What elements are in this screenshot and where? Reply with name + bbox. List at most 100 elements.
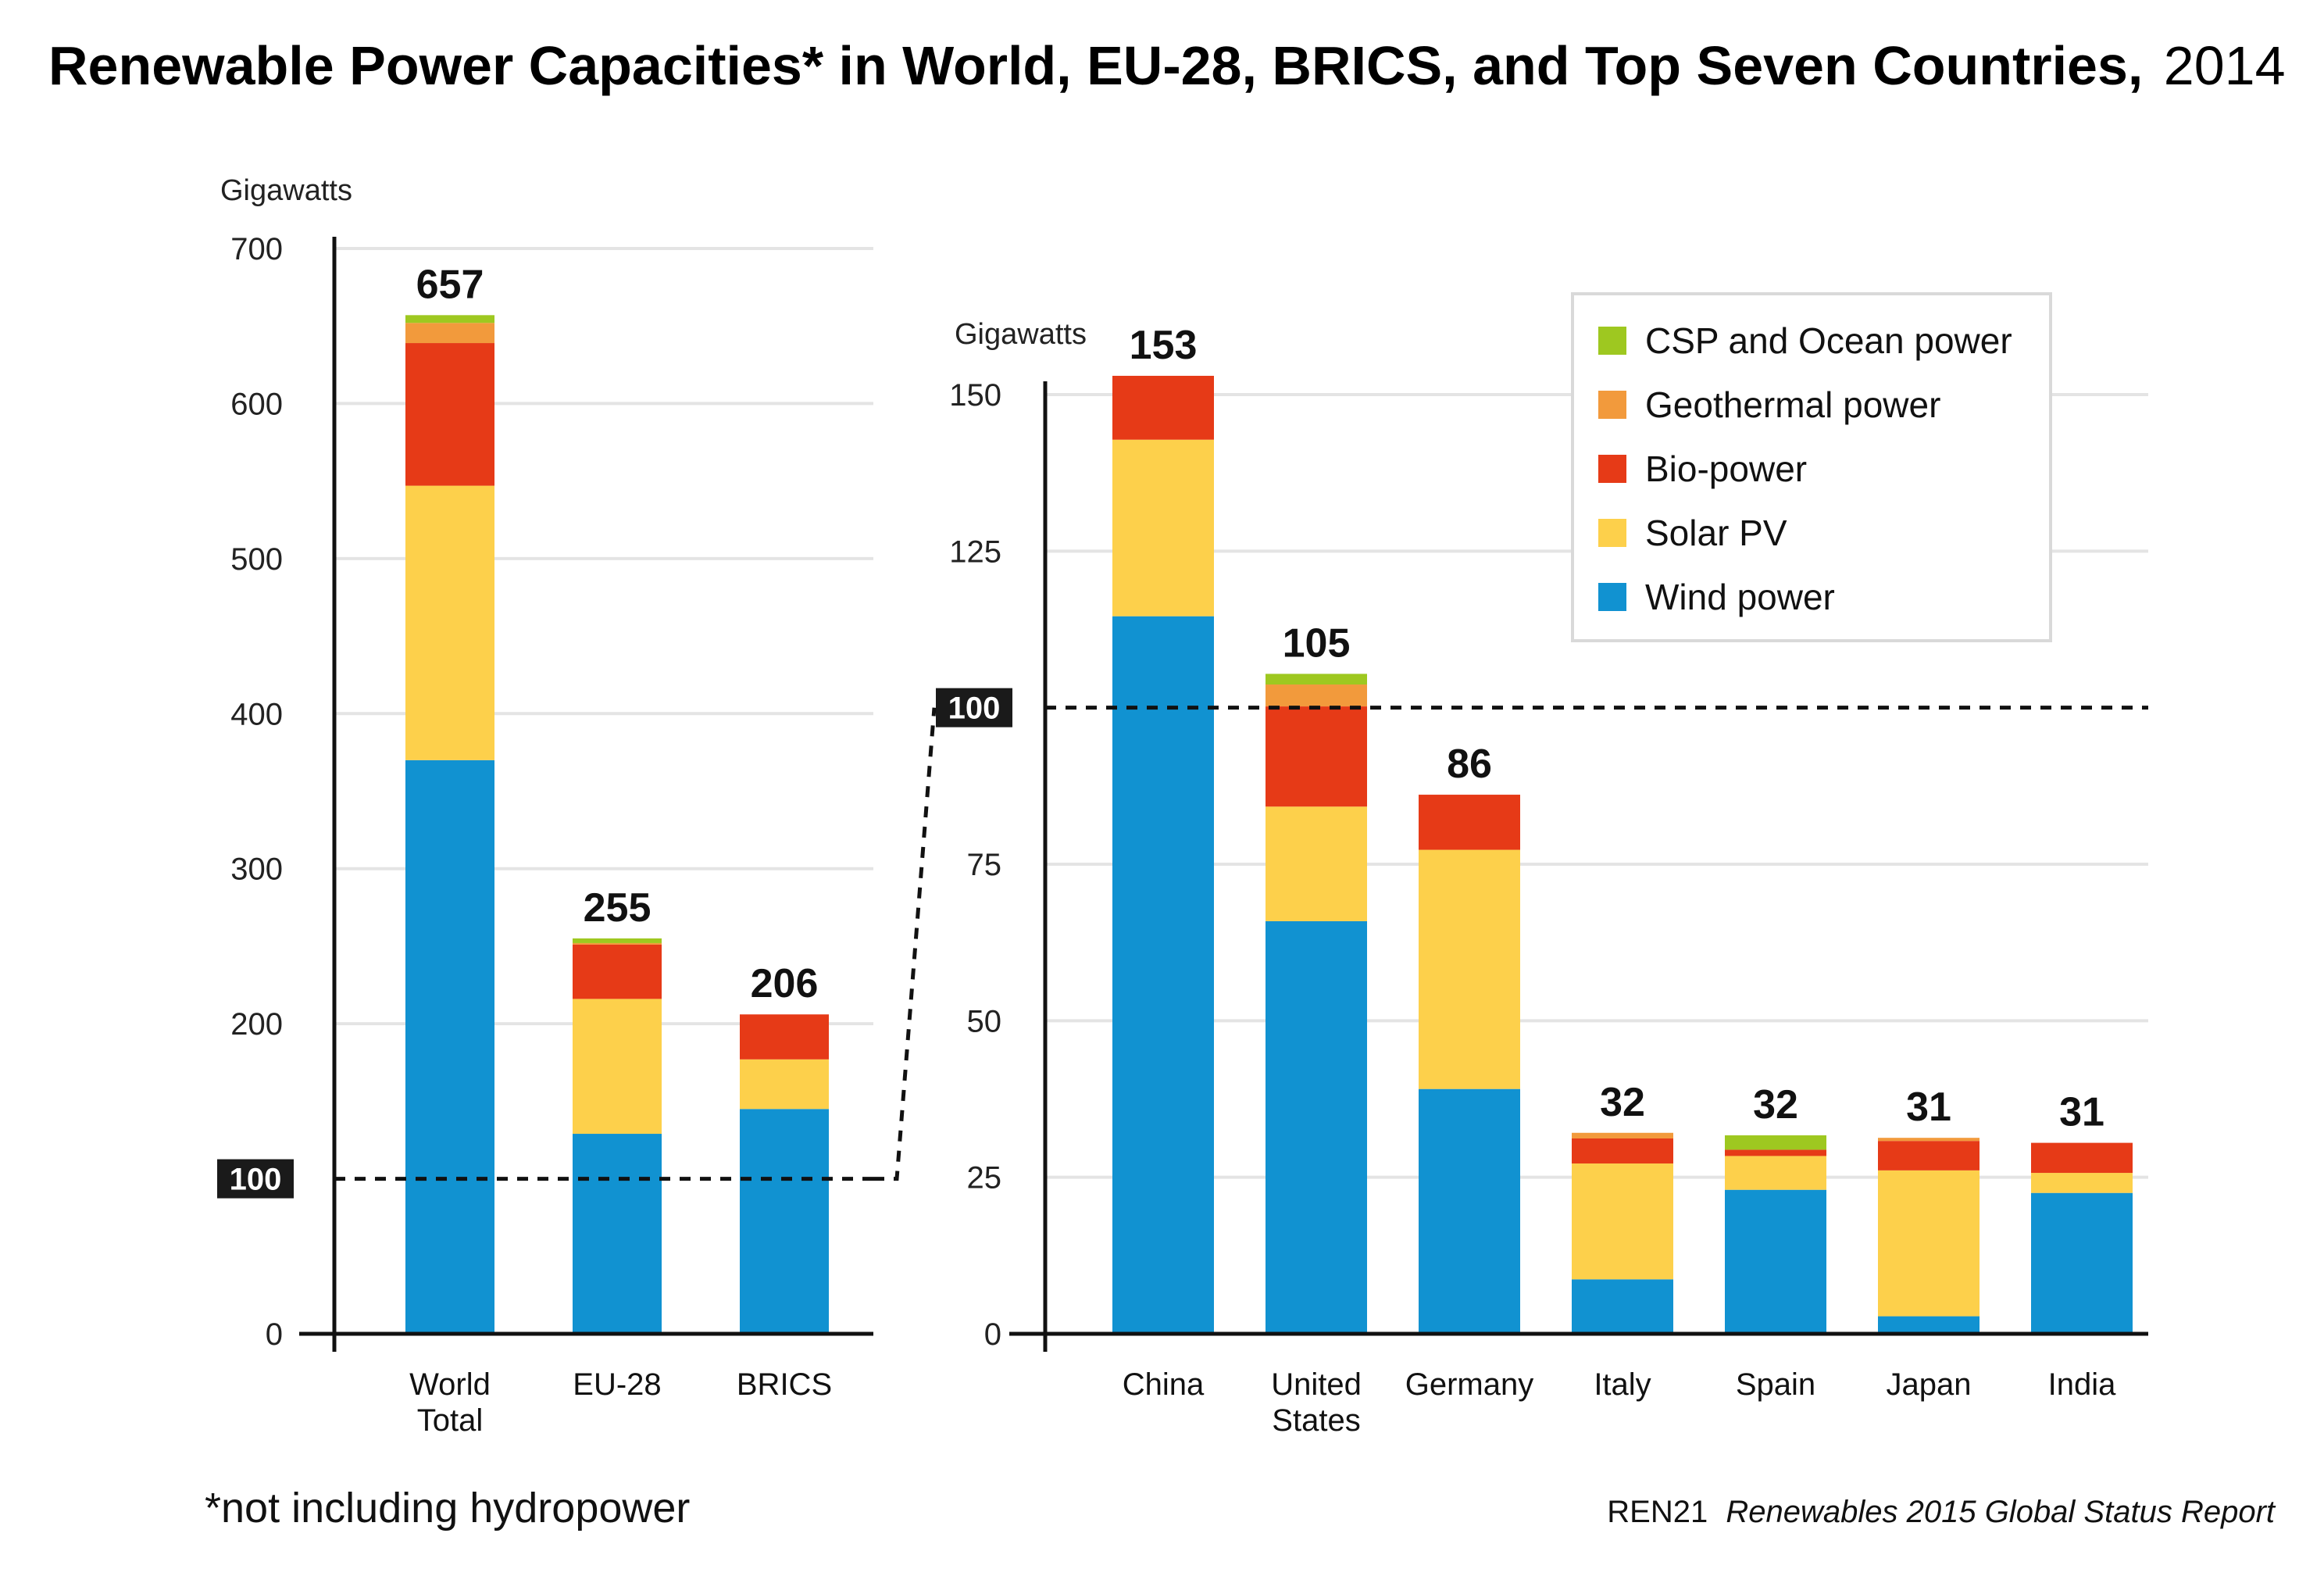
reference-marker	[217, 1159, 294, 1199]
category-label-japan: Japan	[1887, 1367, 1972, 1402]
bar-segment-eu-bio	[573, 944, 662, 999]
y-tick-label: 75	[967, 848, 1002, 882]
legend: CSP and Ocean power Geothermal power Bio-p…	[1571, 292, 2052, 642]
y-tick-label: 150	[949, 378, 1001, 413]
bar-segment-us-geo	[1266, 684, 1367, 707]
y-tick-label: 700	[230, 232, 283, 266]
y-tick-label: 50	[967, 1004, 1002, 1038]
bar-segment-germany-bio	[1419, 795, 1520, 850]
y-tick-label: 400	[230, 697, 283, 731]
bar-segment-brics-solar	[740, 1059, 829, 1110]
bar-segment-world-solar	[405, 485, 494, 760]
y-tick-label: 0	[266, 1317, 283, 1352]
legend-box	[1571, 292, 2052, 642]
bar-segment-germany-solar	[1419, 849, 1520, 1089]
bar-segment-japan-wind	[1878, 1316, 1980, 1334]
bar-segment-eu-wind	[573, 1134, 662, 1334]
y-tick-label: 200	[230, 1007, 283, 1042]
bar-segment-italy-solar	[1572, 1163, 1673, 1280]
total-label-us: 105	[1283, 620, 1351, 666]
left-chart: 0 200 300 400 500 600 700 657 World Total 255 EU-28…	[217, 232, 873, 1438]
bar-segment-japan-solar	[1878, 1170, 1980, 1317]
source-report: Renewables 2015 Global Status Report	[1726, 1495, 2276, 1529]
bar-segment-italy-wind	[1572, 1279, 1673, 1334]
footnote: *not including hydropower	[205, 1485, 690, 1531]
category-label-eu: EU-28	[573, 1367, 661, 1402]
bar-segment-japan-geo	[1878, 1138, 1980, 1142]
category-label-spain: Spain	[1736, 1367, 1815, 1402]
total-label-italy: 32	[1600, 1080, 1645, 1125]
total-label-china: 153	[1130, 323, 1198, 368]
total-label-india: 31	[2059, 1090, 2104, 1135]
bar-segment-italy-geo	[1572, 1132, 1673, 1138]
bar-segment-india-bio	[2031, 1142, 2133, 1174]
category-label-us: United States	[1271, 1367, 1362, 1438]
category-label-brics: BRICS	[737, 1367, 832, 1402]
bar-segment-india-solar	[2031, 1173, 2133, 1193]
bar-segment-italy-bio	[1572, 1138, 1673, 1164]
reference-marker	[936, 688, 1012, 727]
y-tick-label: 0	[984, 1317, 1001, 1352]
bar-segment-india-wind	[2031, 1192, 2133, 1334]
bar-segment-spain-bio	[1725, 1149, 1826, 1156]
bar-segment-china-solar	[1112, 439, 1214, 617]
legend-label-csp: CSP and Ocean power	[1645, 320, 2012, 361]
bar-segment-eu-csp	[573, 938, 662, 943]
bar-segment-china-bio	[1112, 375, 1214, 440]
bar-segment-spain-csp	[1725, 1135, 1826, 1150]
legend-label-geo: Geothermal power	[1645, 384, 1940, 425]
legend-items: CSP and Ocean power Geothermal power Bio-p…	[1598, 320, 2012, 617]
total-label-spain: 32	[1753, 1082, 1798, 1128]
source-credit: REN21 Renewables 2015 Global Status Repo…	[1607, 1495, 2276, 1529]
chart-title-main: Renewable Power Capacities* in World, EU…	[48, 35, 2143, 96]
y-tick-label: 125	[949, 534, 1001, 569]
bar-segment-spain-wind	[1725, 1189, 1826, 1334]
y-tick-label: 300	[230, 852, 283, 887]
bar-segment-us-wind	[1266, 920, 1367, 1334]
y-tick-label: 500	[230, 542, 283, 577]
total-label-germany: 86	[1447, 742, 1492, 787]
legend-label-bio: Bio-power	[1645, 449, 1807, 489]
bar-segment-spain-solar	[1725, 1156, 1826, 1190]
reference-marker-label: 100	[230, 1163, 282, 1197]
bar-segment-world-csp	[405, 315, 494, 323]
left-y-axis-unit: Gigawatts	[220, 174, 352, 207]
bar-segment-japan-bio	[1878, 1141, 1980, 1170]
bar-segment-world-geo	[405, 323, 494, 344]
right-chart: 0 25 50 75 125 150 153 China 105 United States 86 Ge…	[936, 323, 2148, 1438]
chart-title: Renewable Power Capacities* in World, EU…	[48, 35, 2286, 96]
legend-swatch-csp	[1598, 327, 1626, 355]
legend-swatch-geo	[1598, 391, 1626, 419]
zoom-connector-line	[873, 707, 937, 1181]
category-label-china: China	[1123, 1367, 1205, 1402]
legend-swatch-wind	[1598, 583, 1626, 611]
bar-segment-germany-wind	[1419, 1088, 1520, 1334]
legend-swatch-bio	[1598, 455, 1626, 483]
bar-segment-china-wind	[1112, 616, 1214, 1334]
chart-title-year: 2014	[2164, 35, 2286, 96]
y-tick-label: 600	[230, 387, 283, 421]
bar-segment-world-wind	[405, 759, 494, 1334]
bar-segment-eu-solar	[573, 999, 662, 1135]
bar-segment-us-bio	[1266, 706, 1367, 807]
legend-label-wind: Wind power	[1645, 577, 1835, 617]
category-label-germany: Germany	[1405, 1367, 1534, 1402]
legend-label-solar: Solar PV	[1645, 513, 1787, 553]
total-label-brics: 206	[751, 961, 819, 1006]
category-label-italy: Italy	[1594, 1367, 1651, 1402]
legend-swatch-solar	[1598, 519, 1626, 547]
category-label-world: World Total	[409, 1367, 491, 1438]
reference-marker-label: 100	[948, 692, 1001, 726]
category-label-india: India	[2048, 1367, 2116, 1402]
bar-segment-world-bio	[405, 343, 494, 486]
source-org: REN21	[1607, 1495, 1708, 1529]
total-label-eu: 255	[584, 885, 652, 931]
bar-segment-us-solar	[1266, 806, 1367, 921]
y-tick-label: 25	[967, 1161, 1002, 1196]
zoom-connector	[873, 707, 937, 1181]
bar-segment-us-csp	[1266, 674, 1367, 685]
right-y-axis-unit: Gigawatts	[955, 318, 1087, 351]
total-label-japan: 31	[1906, 1085, 1951, 1130]
total-label-world: 657	[416, 262, 484, 307]
